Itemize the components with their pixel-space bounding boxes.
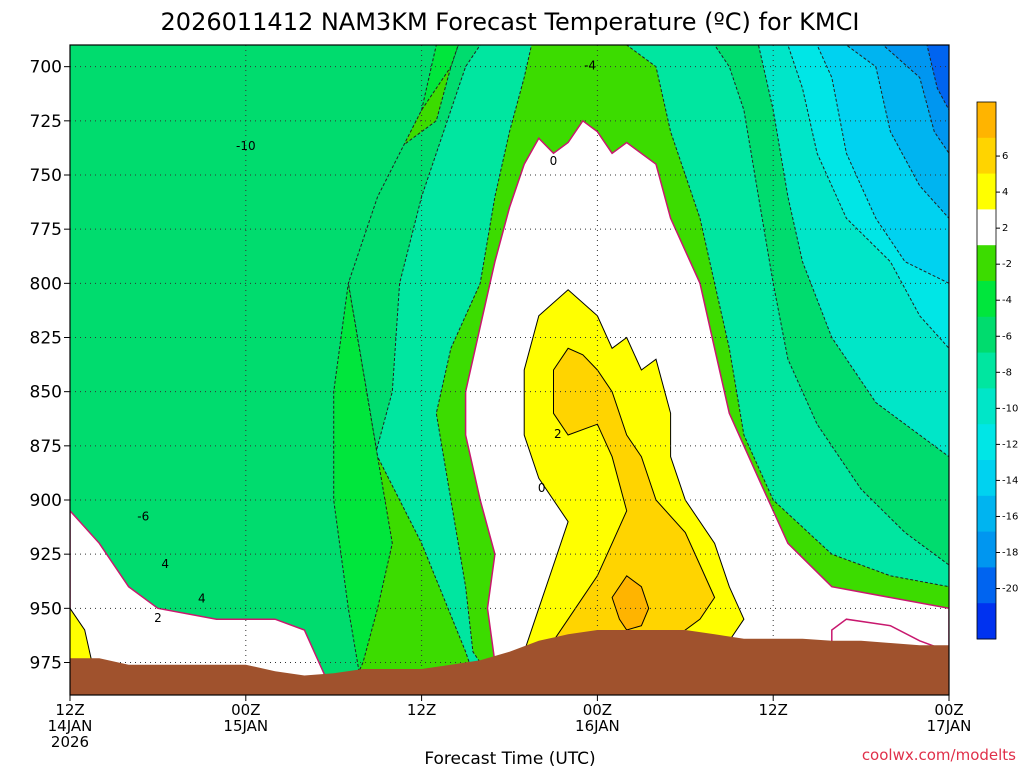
contour-region-18 (70, 509, 335, 695)
contour-region-9 (926, 45, 949, 111)
colorbar-frame (976, 101, 997, 640)
plot-area (70, 45, 949, 695)
contour-label: -4 (584, 59, 596, 73)
x-tick-label: 00Z (934, 701, 963, 719)
colorbar-swatch (977, 137, 996, 175)
colorbar-swatch (977, 245, 996, 282)
y-tick-label: 950 (30, 599, 62, 619)
colorbar-swatch (977, 316, 996, 354)
y-tick-label: 875 (30, 437, 62, 457)
contour-region-8 (882, 45, 949, 155)
contour-region-17 (611, 575, 650, 631)
contour-label: -10 (236, 139, 256, 153)
colorbar-label: -8 (1002, 367, 1012, 378)
credit-text: coolwx.com/modelts (862, 746, 1016, 764)
y-tick-label: 750 (30, 166, 62, 186)
colorbar-swatch (977, 281, 996, 318)
colorbar-label: -10 (1002, 403, 1018, 414)
colorbar: 6 4 2 -2 -4 -6 -8 -10 -12 -14 -16 -18 -20 (976, 101, 1018, 640)
y-tick-label: 800 (30, 274, 62, 294)
y-tick-label: 700 (30, 58, 62, 78)
y-tick-label: 825 (30, 329, 62, 349)
x-tick-label: 16JAN (575, 717, 620, 735)
colorbar-swatch (977, 567, 996, 604)
colorbar-swatch (977, 495, 996, 533)
contour-label: 0 (550, 154, 558, 168)
y-tick-label: 775 (30, 220, 62, 240)
x-tick-label: 00Z (583, 701, 612, 719)
x-tick-label: 12Z (759, 701, 788, 719)
x-tick-label: 15JAN (223, 717, 268, 735)
x-axis-label: Forecast Time (UTC) (424, 749, 595, 768)
y-tick-label: 725 (30, 112, 62, 132)
grid-lines (70, 45, 949, 695)
y-tick-label: 975 (30, 654, 62, 674)
x-tick-label: 00Z (231, 701, 260, 719)
y-tick-label: 925 (30, 545, 62, 565)
y-tick-label: 850 (30, 383, 62, 403)
contour-region-12 (70, 45, 437, 695)
colorbar-swatch (977, 424, 996, 461)
colorbar-label: 2 (1002, 223, 1008, 234)
colorbar-label: 4 (1002, 187, 1008, 198)
plot-frame (69, 44, 950, 696)
terrain-surface (70, 630, 949, 695)
colorbar-label: 6 (1002, 151, 1008, 162)
y-axis: 700 725 750 775 800 825 850 875 900 925 950 975 (30, 58, 70, 674)
colorbar-swatch (977, 173, 996, 210)
x-tick-label: 12Z (55, 701, 84, 719)
chart-title: 2026011412 NAM3KM Forecast Temperature (… (161, 8, 860, 36)
x-tick-label: 17JAN (927, 717, 972, 735)
colorbar-label: -18 (1002, 548, 1018, 559)
contour-label: 0 (538, 481, 546, 495)
contour-label: 2 (554, 427, 562, 441)
x-tick-label: 12Z (407, 701, 436, 719)
colorbar-label: -2 (1002, 259, 1012, 270)
colorbar-swatch (977, 352, 996, 389)
colorbar-swatch (977, 531, 996, 568)
colorbar-label: -6 (1002, 331, 1012, 342)
colorbar-label: -12 (1002, 439, 1018, 450)
contour-label: 2 (154, 611, 162, 625)
contour-label: -6 (137, 509, 149, 523)
x-tick-label: 2026 (51, 733, 89, 751)
x-tick-label: 14JAN (48, 717, 93, 735)
colorbar-swatch (977, 603, 996, 640)
contour-labels: -4 -10 0 -6 4 2 0 4 2 (137, 59, 596, 626)
colorbar-label: -16 (1002, 511, 1018, 522)
contour-label: 4 (161, 557, 169, 571)
colorbar-swatch (977, 209, 996, 246)
contour-fills (70, 45, 949, 695)
contour-label: 4 (198, 592, 206, 606)
y-tick-label: 900 (30, 491, 62, 511)
colorbar-swatch (977, 460, 996, 497)
colorbar-label: -4 (1002, 295, 1012, 306)
colorbar-label: -14 (1002, 475, 1018, 486)
colorbar-label: -20 (1002, 584, 1018, 595)
colorbar-swatch (977, 102, 996, 139)
colorbar-swatch (977, 388, 996, 425)
